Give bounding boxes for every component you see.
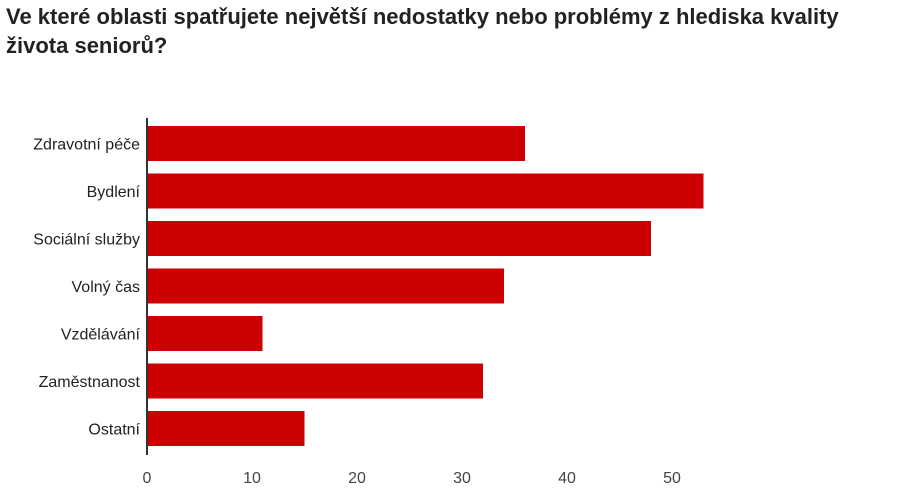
category-label-zdravotni-pece: Zdravotní péče	[33, 137, 140, 154]
category-labels: Zdravotní péče Bydlení Sociální služby Voln…	[33, 137, 140, 439]
bar-vzdelavani	[147, 316, 263, 351]
bar-zamestnanost	[147, 363, 483, 399]
category-label-socialni-sluzby: Sociální služby	[33, 232, 140, 249]
bar-volny-cas	[147, 268, 504, 304]
category-label-bydleni: Bydlení	[87, 184, 141, 201]
category-label-vzdelavani: Vzdělávání	[61, 327, 141, 344]
chart-title: Ve které oblasti spatřujete největší ned…	[6, 4, 839, 58]
x-tick-label-0: 0	[143, 470, 152, 487]
x-tick-label-10: 10	[243, 470, 261, 487]
category-label-zamestnanost: Zaměstnanost	[39, 374, 141, 391]
x-tick-label-50: 50	[663, 470, 681, 487]
category-label-ostatni: Ostatní	[88, 422, 140, 439]
x-tick-label-40: 40	[558, 470, 576, 487]
bars-group	[147, 126, 704, 446]
category-label-volny-cas: Volný čas	[72, 279, 140, 296]
bar-bydleni	[147, 173, 704, 209]
x-tick-label-20: 20	[348, 470, 366, 487]
x-tick-label-30: 30	[453, 470, 471, 487]
x-axis-ticks: 0 10 20 30 40 50	[143, 470, 681, 487]
bar-socialni-sluzby	[147, 221, 651, 256]
bar-zdravotni-pece	[147, 126, 525, 161]
bar-ostatni	[147, 411, 305, 446]
